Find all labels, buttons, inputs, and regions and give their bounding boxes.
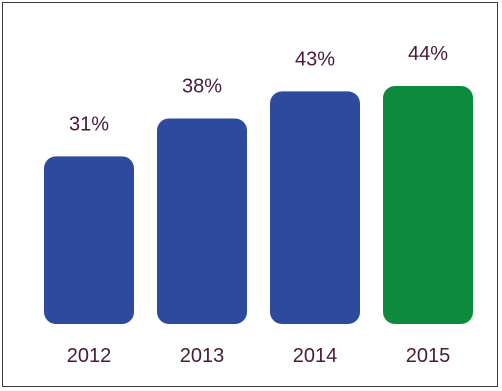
value-labels-group: 31% 38% 43% 44% xyxy=(69,43,448,135)
value-label-2012: 31% xyxy=(69,113,109,135)
category-label-2015: 2015 xyxy=(406,345,451,367)
category-label-2013: 2013 xyxy=(180,345,225,367)
category-labels-group: 2012 2013 2014 2015 xyxy=(67,345,451,367)
bars-group xyxy=(44,86,473,324)
bar-2015 xyxy=(383,86,473,324)
category-label-2012: 2012 xyxy=(67,345,112,367)
bar-2013 xyxy=(157,118,247,324)
bar-2012 xyxy=(44,156,134,324)
value-label-2013: 38% xyxy=(182,75,222,97)
bar-2014 xyxy=(270,91,360,324)
value-label-2014: 43% xyxy=(295,48,335,70)
value-label-2015: 44% xyxy=(408,43,448,65)
category-label-2014: 2014 xyxy=(293,345,338,367)
